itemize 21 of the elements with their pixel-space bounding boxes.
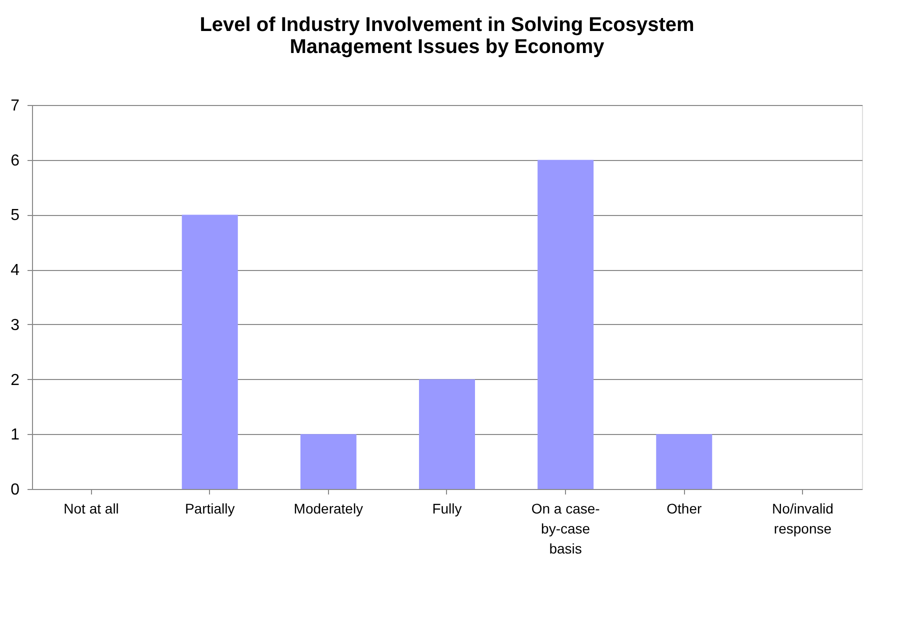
x-tick-label: Other — [666, 500, 702, 516]
x-tick-label: Partially — [184, 500, 235, 516]
y-tick-label: 5 — [10, 207, 20, 224]
bar — [538, 160, 594, 489]
bar — [182, 214, 238, 489]
y-tick-label: 2 — [10, 372, 20, 389]
y-tick-label: 1 — [10, 426, 20, 444]
x-tick-label: Not at all — [64, 500, 119, 516]
x-tick-label: Fully — [432, 500, 462, 516]
x-tick-label: No/invalid response — [772, 500, 834, 536]
y-tick-label: 3 — [10, 316, 20, 334]
y-tick-label: 4 — [10, 262, 20, 280]
y-tick-label: 0 — [10, 482, 20, 498]
x-tick-label: On a case-by-case basis — [531, 500, 600, 556]
bar — [656, 434, 712, 489]
chart-title: Level of Industry Involvement in Solving Ecosystem Management Issues by Economy — [200, 14, 694, 58]
bar — [419, 379, 475, 489]
y-tick-label: 7 — [10, 98, 20, 114]
y-tick-label: 6 — [10, 152, 20, 170]
bar — [300, 434, 356, 489]
x-tick-label: Moderately — [294, 500, 364, 516]
